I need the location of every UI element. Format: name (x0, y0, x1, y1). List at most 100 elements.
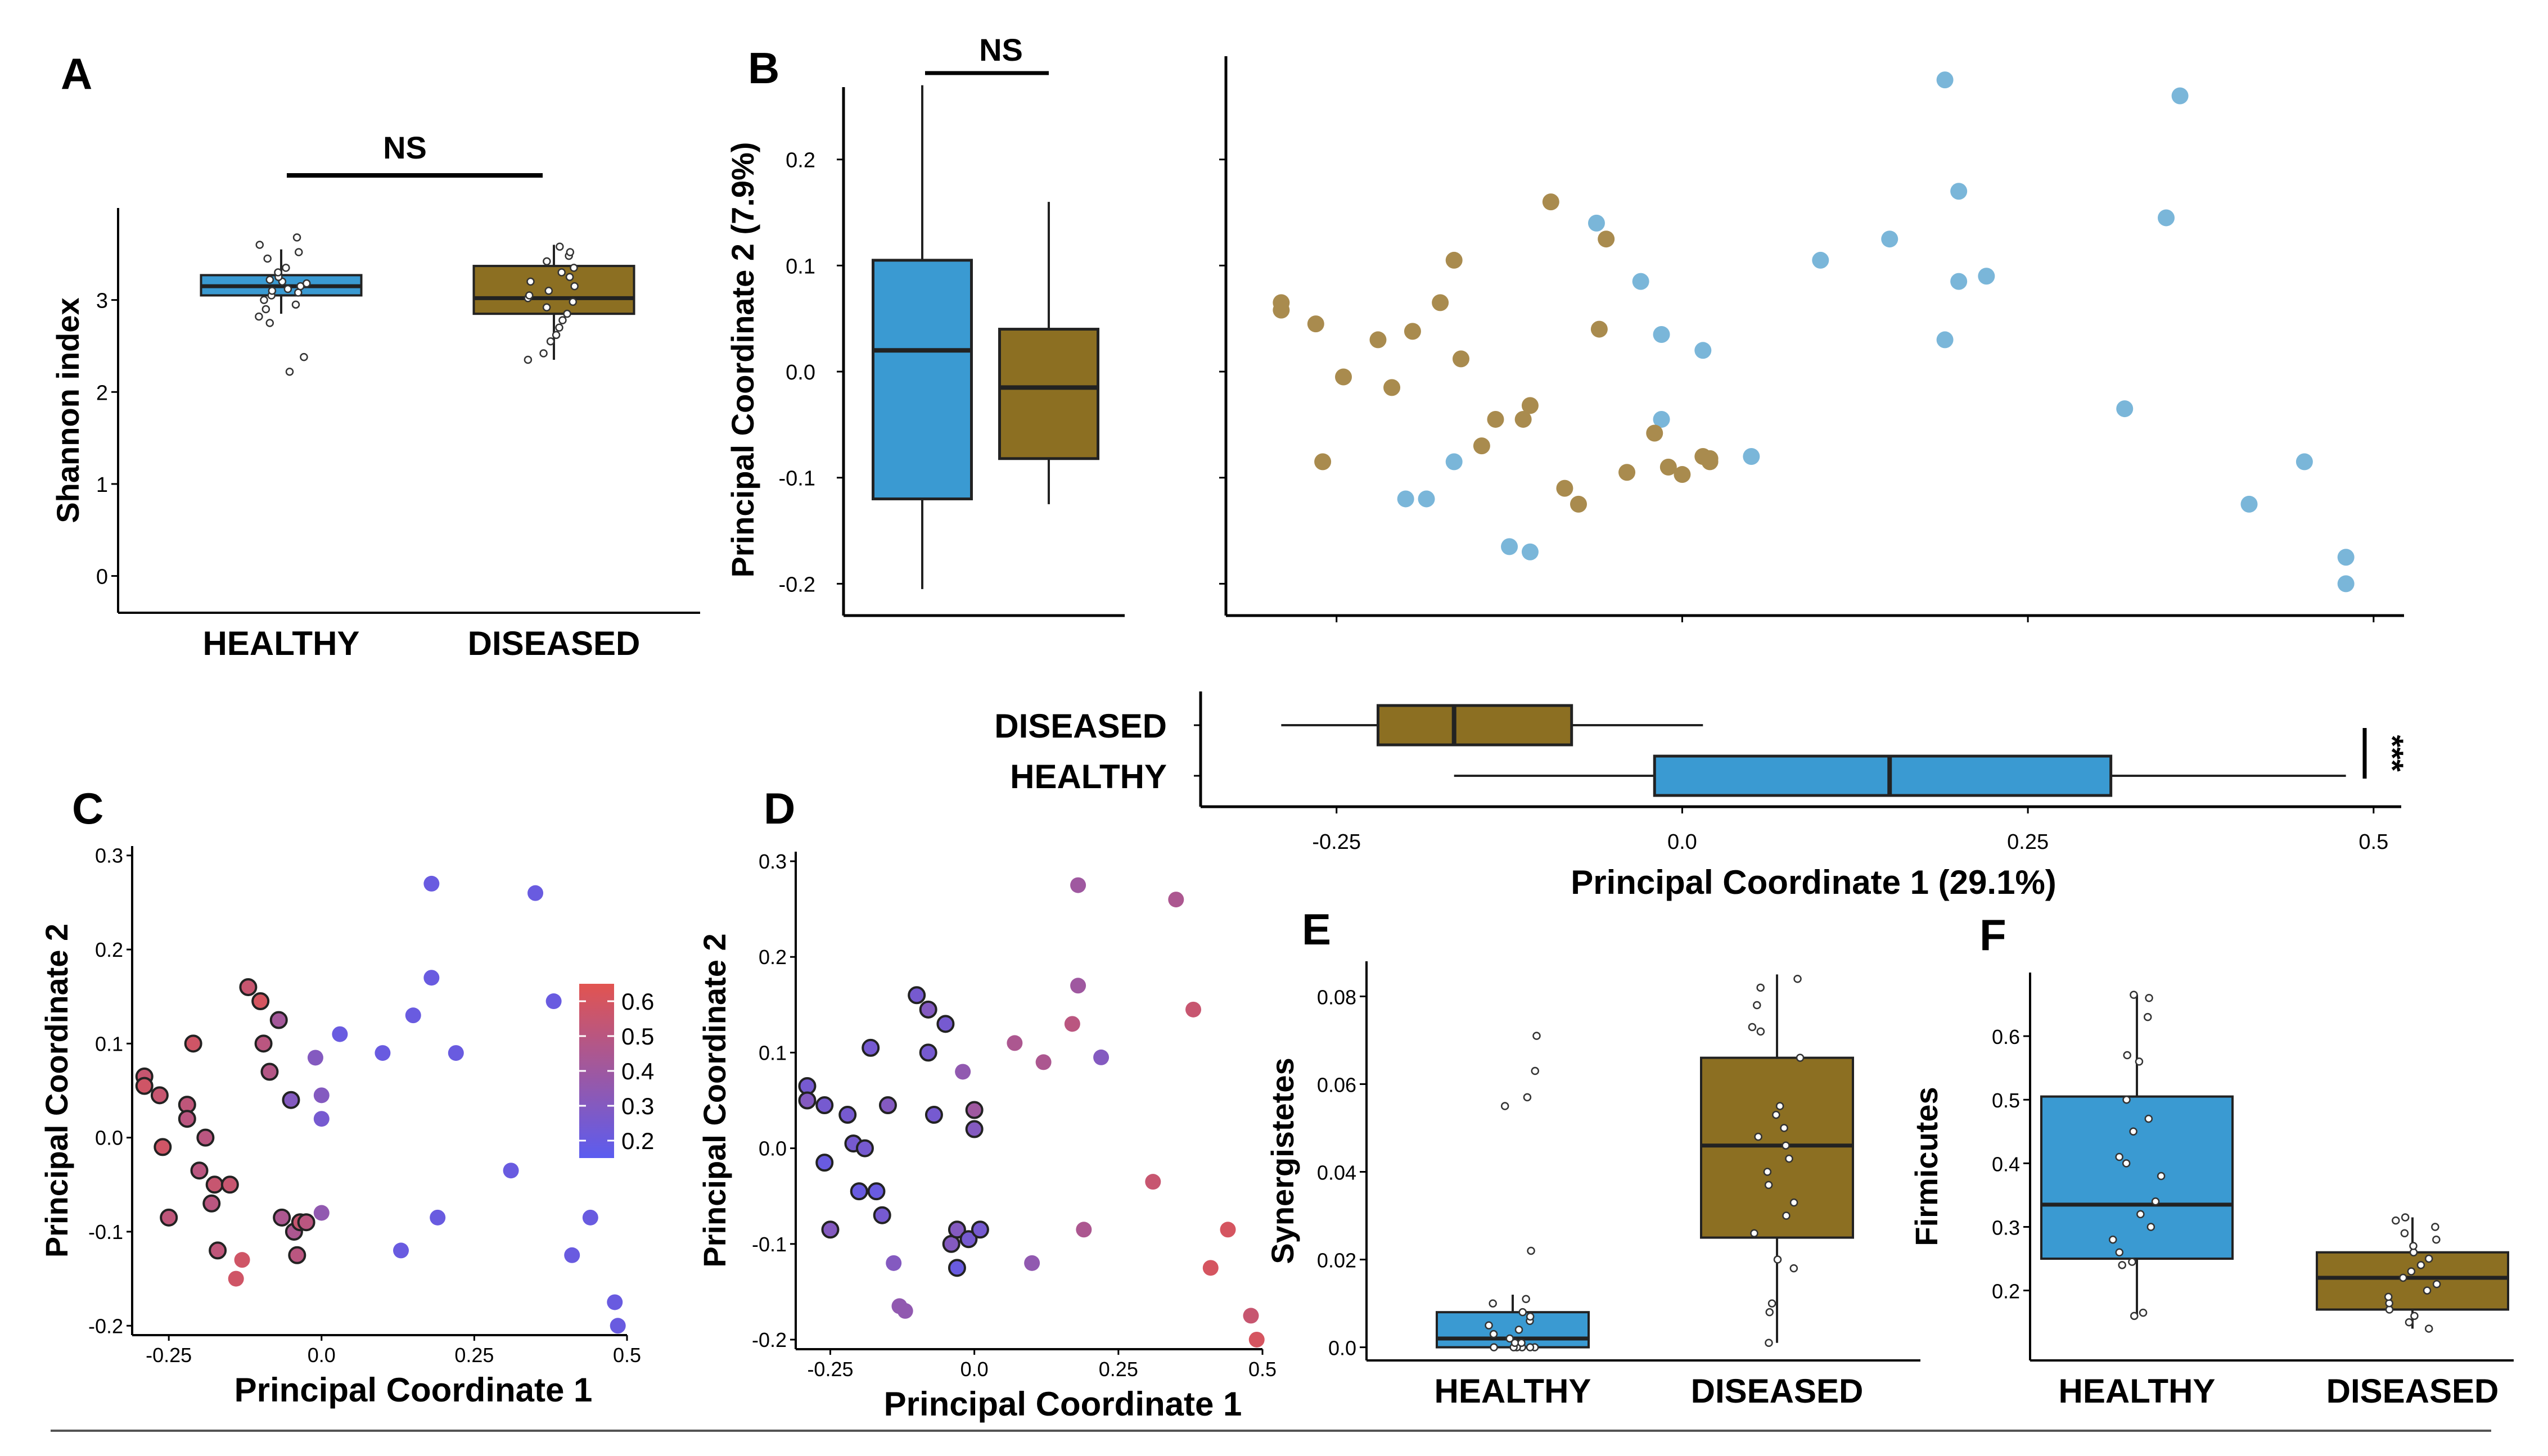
panel-f-data-point (2384, 1292, 2393, 1301)
panel-a-category-label: DISEASED (468, 625, 641, 662)
panel-f-data-point (2136, 1210, 2145, 1219)
panel-c-data-point (307, 1050, 323, 1066)
panel-d-data-point (965, 1101, 984, 1119)
panel-a-data-point (294, 248, 303, 256)
panel-c-colorbar-label: 0.4 (621, 1058, 654, 1084)
panel-c-data-point (190, 1161, 209, 1180)
panel-c-data-point (228, 1270, 244, 1287)
panel-a-data-point (542, 303, 551, 311)
panel-c-colorbar-label: 0.2 (621, 1128, 654, 1154)
panel-label-d: D (764, 784, 795, 833)
panel-b-point-diseased (1445, 251, 1463, 269)
panel-f-data-point (2122, 1095, 2131, 1104)
panel-label-f: F (1979, 910, 2006, 960)
panel-b-pc1-category-label: HEALTHY (1010, 758, 1167, 795)
panel-b-point-diseased (1487, 410, 1504, 428)
panel-c-data-point (178, 1110, 196, 1128)
panel-a-y-tick-label: 3 (96, 290, 108, 313)
panel-f-data-point (2409, 1242, 2418, 1250)
panel-f-data-point (2431, 1223, 2439, 1231)
panel-d-data-point (1093, 1049, 1110, 1065)
panel-a-data-point (544, 287, 553, 295)
panel-d-y-tick-label: 0.0 (759, 1137, 787, 1160)
panel-f-data-point (2118, 1261, 2126, 1269)
panel-b-point-diseased (1590, 320, 1608, 338)
panel-c-data-point (234, 1252, 250, 1268)
panel-e-y-tick-label: 0.06 (1317, 1073, 1356, 1096)
panel-a-data-point (524, 355, 533, 364)
panel-a-y-tick-label: 0 (96, 566, 108, 589)
panel-e-data-point (1750, 1229, 1758, 1237)
panel-c-x-tick-label: -0.25 (146, 1344, 192, 1367)
panel-c-data-point (582, 1209, 598, 1226)
panel-c-data-point (564, 1247, 580, 1263)
panel-f-y-tick-label: 0.6 (1992, 1025, 2020, 1048)
panel-b-pc1-boxplot: -0.25 0.0 0.25 0.5 Principal Coordinate 1 (2… (994, 691, 2410, 901)
panel-c-data-point (260, 1062, 279, 1081)
panel-b-point-healthy (1653, 410, 1670, 428)
panel-c-colorbar-label: 0.5 (621, 1023, 654, 1050)
panel-e-data-point (1523, 1093, 1532, 1102)
panel-f-data-point (2130, 1312, 2139, 1321)
panel-label-a: A (61, 49, 92, 98)
panel-f-data-point (2115, 1248, 2124, 1256)
panel-e-data-point (1765, 1308, 1774, 1317)
panel-b-point-healthy (1418, 490, 1435, 508)
panel-d-data-point (873, 1206, 891, 1224)
panel-f-data-point (2423, 1286, 2432, 1295)
panel-e-data-point (1789, 1198, 1798, 1207)
panel-f-y-tick-label: 0.2 (1992, 1280, 2020, 1303)
panel-b-point-healthy (1978, 268, 1995, 285)
panel-e-data-point (1782, 1211, 1791, 1220)
panel-f-category-label: HEALTHY (2059, 1372, 2216, 1410)
panel-a-data-point (556, 242, 564, 251)
panel-e-data-point (1756, 983, 1765, 992)
panel-d-data-point (971, 1220, 989, 1239)
panel-d-y-tick-label: 0.1 (759, 1041, 787, 1064)
panel-d-data-point (908, 986, 926, 1005)
panel-b-pc2-tick-label: -0.1 (779, 467, 815, 491)
panel-e-data-point (1796, 1053, 1805, 1062)
panel-e-data-point (1765, 1339, 1773, 1348)
panel-d-data-point (1220, 1222, 1236, 1238)
panel-d-x-tick-label: 0.5 (1248, 1358, 1277, 1381)
panel-b-point-diseased (1659, 458, 1677, 476)
panel-b-point-diseased (1570, 495, 1587, 513)
panel-a-data-point (300, 352, 308, 361)
panel-f-data-point (2407, 1267, 2416, 1276)
panel-f-data-point (2157, 1172, 2166, 1181)
panel-a-y-tick-label: 2 (96, 381, 108, 405)
panel-b-point-diseased (1598, 230, 1615, 248)
panel-b-point-healthy (1936, 71, 1954, 89)
panel-f-data-point (2143, 1012, 2152, 1021)
panel-b-pc1-tick-label: 0.0 (1667, 830, 1697, 854)
panel-f-data-point (2135, 1057, 2144, 1066)
panel-a-data-point (292, 233, 301, 242)
panel-f-box-healthy (2040, 1095, 2234, 1260)
panel-c-data-point (273, 1208, 291, 1227)
panel-c-data-point (527, 885, 544, 901)
panel-d-data-point (1248, 1331, 1265, 1348)
panel-b-point-healthy (1694, 342, 1712, 359)
panel-f-firmicutes-boxplot: 0.2 0.3 0.4 0.5 0.6 Firmicutes HEALTHY DISEASED (1909, 973, 2514, 1410)
panel-c-colorbar-label: 0.6 (621, 988, 654, 1015)
panel-a-data-point (260, 296, 268, 304)
panel-f-data-point (2145, 993, 2153, 1002)
panel-b-point-diseased (1432, 294, 1449, 311)
panel-d-data-point (878, 1096, 897, 1115)
panel-c-data-point (196, 1128, 215, 1147)
panel-c-data-point (610, 1318, 626, 1334)
panel-d-data-point (815, 1096, 834, 1115)
panel-a-data-point (282, 264, 290, 272)
panel-b-point-healthy (1653, 326, 1670, 343)
panel-f-data-point (2128, 1258, 2136, 1266)
panel-d-y-tick-label: -0.1 (752, 1233, 787, 1256)
panel-c-data-point (288, 1246, 306, 1264)
panel-e-data-point (1522, 1295, 1530, 1304)
panel-f-y-axis-label: Firmicutes (1909, 1087, 1944, 1246)
panel-e-data-point (1773, 1255, 1782, 1264)
panel-a-data-point (563, 309, 571, 318)
panel-a-data-point (566, 248, 575, 256)
panel-b-pcoa-scatter (1219, 56, 2404, 622)
panel-a-data-point (255, 241, 264, 249)
